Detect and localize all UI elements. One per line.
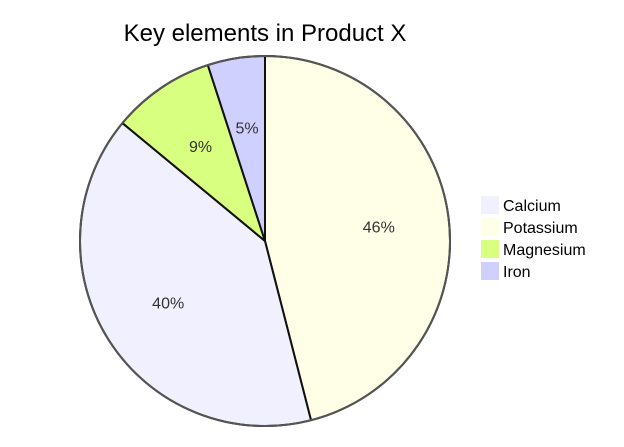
legend-swatch-magnesium (481, 240, 499, 258)
legend-label-magnesium: Magnesium (503, 242, 586, 259)
pie-label-calcium: 40% (152, 296, 184, 313)
legend: Calcium Potassium Magnesium Iron (481, 196, 586, 281)
legend-swatch-potassium (481, 218, 499, 236)
legend-label-calcium: Calcium (503, 198, 561, 215)
pie-labels: 46% 40% 9% 5% (152, 121, 395, 313)
legend-label-potassium: Potassium (503, 220, 578, 237)
pie-outline (79, 55, 451, 427)
pie-slices (79, 55, 452, 427)
pie-label-iron: 5% (236, 121, 259, 138)
legend-swatch-iron (481, 262, 499, 280)
legend-label-iron: Iron (503, 264, 531, 281)
chart-title: Key elements in Product X (124, 20, 407, 47)
pie-label-potassium: 46% (363, 220, 395, 237)
pie-label-magnesium: 9% (189, 139, 212, 156)
legend-swatch-calcium (481, 196, 499, 214)
